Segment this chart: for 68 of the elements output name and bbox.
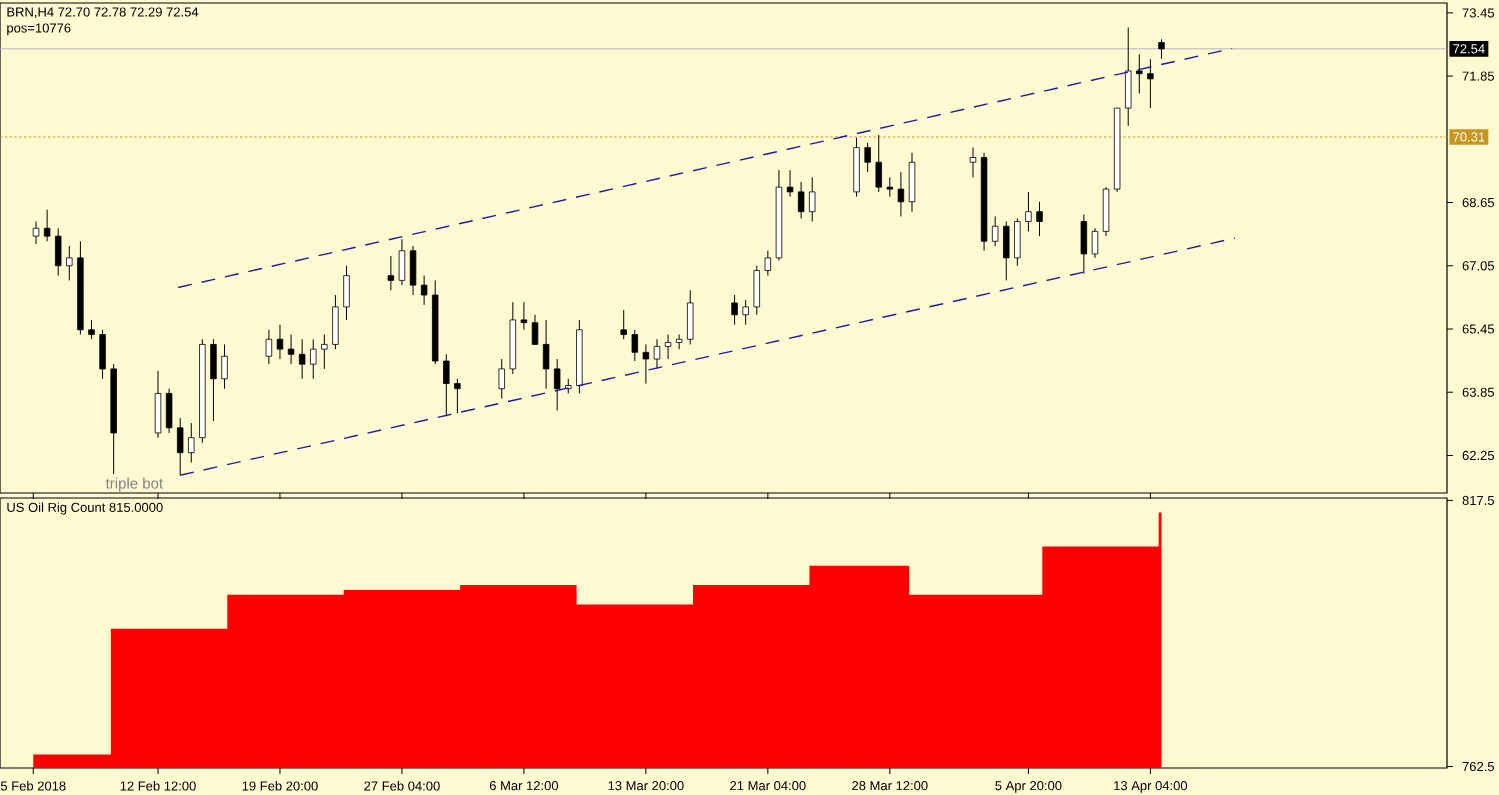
candlestick — [188, 422, 195, 464]
candlestick — [1158, 38, 1165, 60]
y-tick-label: 63.85 — [1462, 387, 1495, 397]
x-tick-label: 28 Mar 12:00 — [852, 781, 928, 791]
candlestick — [1025, 191, 1032, 232]
candlestick — [631, 329, 639, 362]
candlestick — [991, 215, 999, 247]
y-tick-label: 762.5 — [1462, 761, 1495, 772]
x-tick-label: 13 Apr 04:00 — [1114, 781, 1188, 793]
candlestick — [675, 334, 683, 350]
candlestick — [642, 343, 650, 385]
candlestick — [764, 250, 772, 277]
candlestick — [797, 181, 805, 219]
y-tick-label: 65.45 — [1462, 324, 1495, 334]
y-tick-label: 62.25 — [1462, 450, 1495, 461]
candlestick — [454, 378, 461, 414]
candlestick — [66, 245, 73, 281]
chart-title: US Oil Rig Count 815.0000 — [7, 502, 163, 515]
candlestick — [1136, 53, 1143, 94]
candlestick — [443, 353, 450, 417]
candlestick — [664, 334, 672, 360]
candlestick — [864, 142, 871, 173]
candlestick — [298, 338, 306, 380]
y-tick-label: 817.5 — [1462, 495, 1495, 506]
candlestick — [808, 176, 816, 223]
candlestick — [1036, 201, 1043, 237]
candlestick — [969, 147, 977, 178]
x-tick-label: 19 Feb 20:00 — [242, 781, 318, 791]
candlestick — [520, 301, 528, 331]
candlestick — [310, 338, 317, 380]
text: pos=10776 — [7, 23, 71, 36]
candlestick — [32, 221, 40, 245]
candlestick — [43, 209, 51, 242]
candlestick — [498, 358, 505, 400]
x-tick-label: 27 Feb 04:00 — [364, 781, 440, 791]
annotation: triple bot — [105, 477, 163, 492]
x-tick-label: 13 Mar 20:00 — [608, 781, 684, 791]
candlestick — [886, 176, 894, 198]
x-tick-label: 5 Feb 2018 — [0, 781, 66, 791]
candlestick — [620, 309, 627, 340]
x-tick-label: 5 Apr 20:00 — [995, 781, 1062, 793]
x-tick-label: 21 Mar 04:00 — [730, 781, 806, 791]
x-tick-label: 12 Feb 12:00 — [120, 781, 196, 791]
candlestick — [221, 343, 228, 390]
candlestick — [387, 255, 395, 291]
y-tick-label: 71.85 — [1462, 71, 1495, 81]
y-tick-label: 68.65 — [1462, 197, 1495, 208]
candlestick — [1091, 227, 1099, 259]
candlestick — [287, 334, 295, 365]
candlestick — [553, 358, 561, 411]
chart-title: BRN,H4 72.70 72.78 72.29 72.54 — [7, 7, 199, 19]
candlestick — [731, 294, 738, 326]
candlestick — [321, 334, 328, 370]
candlestick — [653, 338, 661, 370]
candlestick — [265, 329, 273, 365]
candlestick — [786, 169, 794, 198]
y-tick-label: 67.05 — [1462, 261, 1495, 271]
candlestick — [531, 314, 539, 345]
candlestick — [1147, 58, 1154, 109]
y-tick-label: 73.45 — [1462, 8, 1495, 18]
x-tick-label: 6 Mar 12:00 — [489, 781, 559, 791]
candlestick — [276, 324, 284, 360]
candlestick — [420, 275, 428, 306]
ref-line-label: 72.54 — [1453, 44, 1485, 54]
candlestick — [88, 319, 95, 340]
candlestick — [897, 171, 905, 217]
ref-line-label: 70.31 — [1453, 132, 1485, 142]
candlestick — [742, 299, 749, 326]
